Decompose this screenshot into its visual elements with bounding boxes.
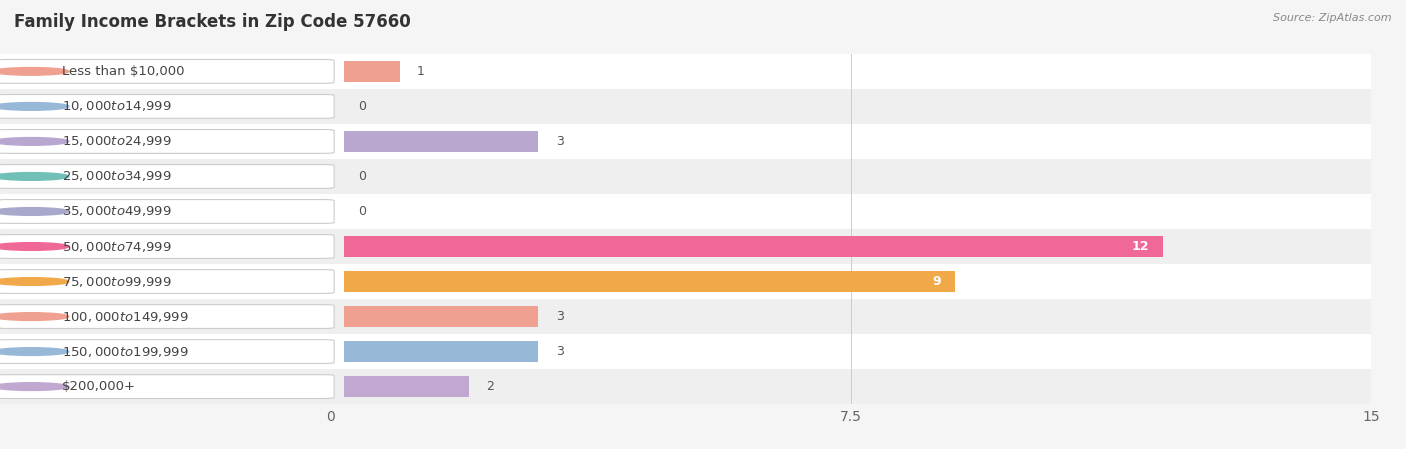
Bar — [330, 369, 1371, 404]
FancyBboxPatch shape — [0, 269, 335, 294]
Bar — [0, 264, 344, 299]
Bar — [330, 299, 1371, 334]
Bar — [330, 54, 1371, 89]
Circle shape — [0, 207, 69, 216]
Circle shape — [0, 383, 69, 391]
Text: 3: 3 — [555, 345, 564, 358]
Circle shape — [0, 102, 69, 110]
Text: Source: ZipAtlas.com: Source: ZipAtlas.com — [1274, 13, 1392, 23]
Bar — [0, 89, 344, 124]
FancyBboxPatch shape — [0, 374, 335, 399]
Text: $35,000 to $49,999: $35,000 to $49,999 — [62, 204, 172, 219]
Text: $200,000+: $200,000+ — [62, 380, 136, 393]
Circle shape — [0, 137, 69, 145]
Bar — [330, 194, 1371, 229]
Text: 3: 3 — [555, 310, 564, 323]
FancyBboxPatch shape — [0, 129, 335, 154]
Bar — [330, 376, 470, 397]
Text: 0: 0 — [359, 100, 366, 113]
Text: $150,000 to $199,999: $150,000 to $199,999 — [62, 344, 188, 359]
Bar — [330, 271, 955, 292]
Bar — [330, 341, 538, 362]
Circle shape — [0, 67, 69, 75]
FancyBboxPatch shape — [0, 339, 335, 364]
Text: Less than $10,000: Less than $10,000 — [62, 65, 184, 78]
Bar — [0, 124, 344, 159]
Text: 2: 2 — [486, 380, 495, 393]
Bar — [0, 194, 344, 229]
Text: 0: 0 — [359, 205, 366, 218]
Text: $10,000 to $14,999: $10,000 to $14,999 — [62, 99, 172, 114]
Text: $100,000 to $149,999: $100,000 to $149,999 — [62, 309, 188, 324]
Bar — [330, 264, 1371, 299]
Bar — [0, 159, 344, 194]
Circle shape — [0, 348, 69, 356]
Circle shape — [0, 172, 69, 180]
FancyBboxPatch shape — [0, 59, 335, 84]
Circle shape — [0, 277, 69, 286]
Bar — [330, 201, 340, 222]
FancyBboxPatch shape — [0, 164, 335, 189]
Bar — [330, 159, 1371, 194]
Text: $50,000 to $74,999: $50,000 to $74,999 — [62, 239, 172, 254]
Text: $15,000 to $24,999: $15,000 to $24,999 — [62, 134, 172, 149]
Bar — [0, 54, 344, 89]
FancyBboxPatch shape — [0, 304, 335, 329]
Bar — [0, 369, 344, 404]
Bar — [330, 229, 1371, 264]
Bar — [330, 236, 1163, 257]
Text: $25,000 to $34,999: $25,000 to $34,999 — [62, 169, 172, 184]
Bar — [330, 61, 399, 82]
FancyBboxPatch shape — [0, 199, 335, 224]
Bar — [330, 96, 340, 117]
Bar — [0, 229, 344, 264]
Bar — [0, 299, 344, 334]
Bar — [330, 166, 340, 187]
Bar — [0, 334, 344, 369]
FancyBboxPatch shape — [0, 234, 335, 259]
Bar — [330, 306, 538, 327]
Text: 3: 3 — [555, 135, 564, 148]
Bar — [330, 124, 1371, 159]
Text: 9: 9 — [932, 275, 941, 288]
FancyBboxPatch shape — [0, 94, 335, 119]
Bar — [330, 89, 1371, 124]
Circle shape — [0, 242, 69, 251]
Text: $75,000 to $99,999: $75,000 to $99,999 — [62, 274, 172, 289]
Text: 1: 1 — [418, 65, 425, 78]
Bar — [330, 334, 1371, 369]
Text: 0: 0 — [359, 170, 366, 183]
Circle shape — [0, 313, 69, 321]
Text: 12: 12 — [1132, 240, 1149, 253]
Text: Family Income Brackets in Zip Code 57660: Family Income Brackets in Zip Code 57660 — [14, 13, 411, 31]
Bar — [330, 131, 538, 152]
